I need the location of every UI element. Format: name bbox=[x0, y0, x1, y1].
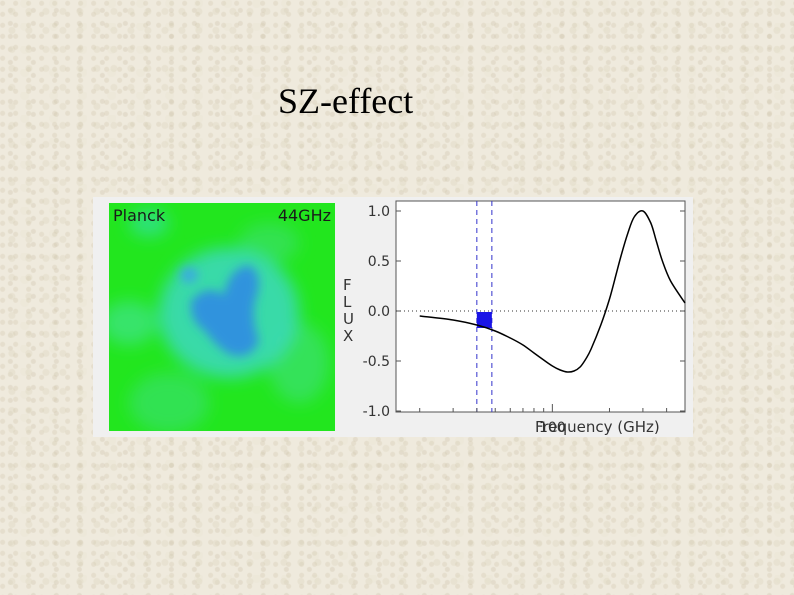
band-dashed-lines bbox=[476, 201, 493, 412]
sz-map-image: Planck 44GHz bbox=[109, 203, 335, 431]
y-tick-label: -0.5 bbox=[363, 354, 390, 370]
sz-spectrum-line bbox=[419, 210, 686, 373]
sz-map-panel: Planck 44GHz bbox=[109, 203, 335, 431]
x-tick-label: 100 bbox=[539, 420, 566, 436]
y-tick-label: 0.0 bbox=[368, 304, 390, 320]
y-axis-label-letter: X bbox=[343, 327, 353, 345]
y-tick-label: -1.0 bbox=[363, 404, 390, 420]
y-axis-ticks: 1.0 0.5 0.0 -0.5 -1.0 bbox=[363, 204, 685, 420]
slide-title: SZ-effect bbox=[278, 81, 414, 121]
frequency-band-marker bbox=[476, 312, 492, 328]
band-marker bbox=[476, 312, 492, 328]
map-instrument-label: Planck bbox=[113, 206, 166, 225]
map-frequency-label: 44GHz bbox=[278, 206, 331, 225]
y-axis-label-letter: L bbox=[343, 293, 352, 311]
plot-area bbox=[395, 200, 686, 413]
y-axis-label-letter: U bbox=[343, 310, 354, 328]
y-tick-label: 1.0 bbox=[368, 204, 390, 220]
x-axis-ticks: 100 bbox=[419, 404, 668, 436]
y-axis-label-letter: F bbox=[343, 276, 352, 294]
sz-curve bbox=[419, 210, 686, 373]
x-axis-label: Frequency (GHz) bbox=[535, 418, 660, 436]
y-tick-label: 0.5 bbox=[368, 254, 390, 270]
